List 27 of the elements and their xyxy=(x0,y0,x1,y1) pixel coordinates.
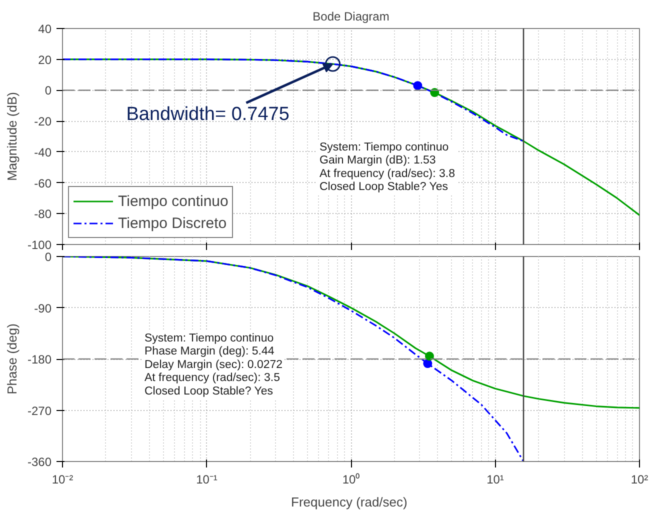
y-tick-label: -270 xyxy=(27,404,52,418)
annotation: Bandwidth= 0.7475 xyxy=(126,104,290,125)
y-axis-title: Phase (deg) xyxy=(4,324,20,394)
y-tick-label: 20 xyxy=(38,52,52,67)
x-tick-label: 10⁻¹ xyxy=(196,472,218,486)
x-tick-label: 10¹ xyxy=(486,472,504,486)
annotation: System: Tiempo continuo Gain Margin (dB): 1.53 At frequency (rad/sec): 3.8 Closed Loop Stable? Yes xyxy=(320,142,456,194)
y-tick-label: -360 xyxy=(27,455,52,469)
y-tick-label: -20 xyxy=(34,114,52,129)
y-tick-label: -180 xyxy=(27,352,52,366)
x-tick-label: 10⁻² xyxy=(52,472,74,486)
y-tick-label: -40 xyxy=(34,145,52,160)
legend-label: Tiempo continuo xyxy=(118,192,228,210)
y-axis-title: Magnitude (dB) xyxy=(4,92,20,181)
legend-label: Tiempo Discreto xyxy=(118,214,227,232)
y-tick-label: -80 xyxy=(34,207,52,222)
x-axis-title: Frequency (rad/sec) xyxy=(291,494,408,510)
x-tick-label: 10⁰ xyxy=(342,472,360,486)
y-tick-label: -90 xyxy=(34,301,52,316)
x-tick-label: 10² xyxy=(630,472,648,486)
y-tick-label: 0 xyxy=(44,250,52,264)
y-tick-label: -60 xyxy=(34,176,52,190)
y-tick-label: 0 xyxy=(44,84,52,98)
annotation: System: Tiempo continuo Phase Margin (deg): 5.44 Delay Margin (sec): 0.0272 At frequency (rad/sec): 3.5 Closed Loop Stable? Yes xyxy=(144,332,283,398)
chart-title: Bode Diagram xyxy=(312,10,390,24)
y-tick-label: -100 xyxy=(27,238,52,252)
y-tick-label: 40 xyxy=(38,22,52,36)
